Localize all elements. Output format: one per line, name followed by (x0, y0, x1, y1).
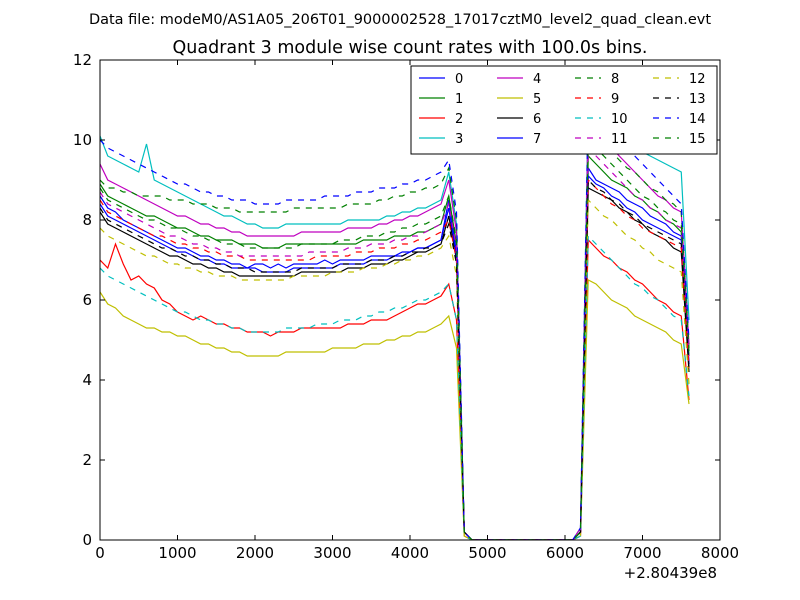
x-tick-label-2000: 2000 (236, 544, 274, 562)
series-line-1 (100, 154, 690, 540)
plot-area (100, 90, 690, 540)
legend-label-9: 9 (611, 92, 619, 107)
series-line-10 (100, 234, 690, 540)
series-line-7 (100, 174, 690, 540)
legend-label-14: 14 (689, 112, 706, 127)
x-tick-label-7000: 7000 (623, 544, 661, 562)
series-line-11 (100, 146, 690, 540)
y-tick-label-12: 12 (73, 51, 92, 69)
series-line-6 (100, 187, 690, 540)
series-line-9 (100, 178, 690, 540)
series-line-15 (100, 138, 690, 540)
legend-label-4: 4 (533, 72, 541, 87)
legend-label-7: 7 (533, 132, 541, 147)
axes: 0 1000 2000 3000 4000 5000 6000 7000 80000246810… (73, 51, 739, 562)
y-tick-label-2: 2 (82, 451, 92, 469)
y-tick-label-8: 8 (82, 211, 92, 229)
legend-box (410, 65, 718, 155)
legend-label-2: 2 (455, 112, 463, 127)
chart-suptitle: Data file: modeM0/AS1A05_206T01_90000025… (89, 12, 711, 28)
legend-label-5: 5 (533, 92, 541, 107)
y-tick-label-10: 10 (73, 131, 92, 149)
legend-label-1: 1 (455, 92, 463, 107)
y-tick-label-6: 6 (82, 291, 92, 309)
legend-label-15: 15 (689, 132, 706, 147)
series-line-4 (100, 114, 690, 540)
legend-label-6: 6 (533, 112, 541, 127)
y-tick-label-4: 4 (82, 371, 92, 389)
legend-label-12: 12 (689, 72, 706, 87)
x-tick-label-6000: 6000 (546, 544, 584, 562)
chart-title: Quadrant 3 module wise count rates with … (173, 38, 648, 58)
legend-label-11: 11 (611, 132, 628, 147)
series-line-14 (100, 98, 690, 540)
legend-label-10: 10 (611, 112, 628, 127)
series-line-0 (100, 166, 690, 540)
legend-label-0: 0 (455, 72, 463, 87)
legend-label-13: 13 (689, 92, 706, 107)
legend-label-8: 8 (611, 72, 619, 87)
series-line-5 (100, 279, 690, 540)
series-line-12 (100, 198, 690, 540)
x-tick-label-5000: 5000 (468, 544, 506, 562)
x-tick-label-0: 0 (95, 544, 105, 562)
legend-label-3: 3 (455, 132, 463, 147)
series-line-13 (100, 178, 690, 540)
x-tick-label-3000: 3000 (313, 544, 351, 562)
y-tick-label-0: 0 (82, 531, 92, 549)
x-tick-label-8000: 8000 (701, 544, 739, 562)
x-tick-label-1000: 1000 (158, 544, 196, 562)
series-line-2 (100, 238, 690, 540)
x-tick-label-4000: 4000 (391, 544, 429, 562)
x-axis-offset-label: +2.80439e8 (624, 564, 717, 582)
